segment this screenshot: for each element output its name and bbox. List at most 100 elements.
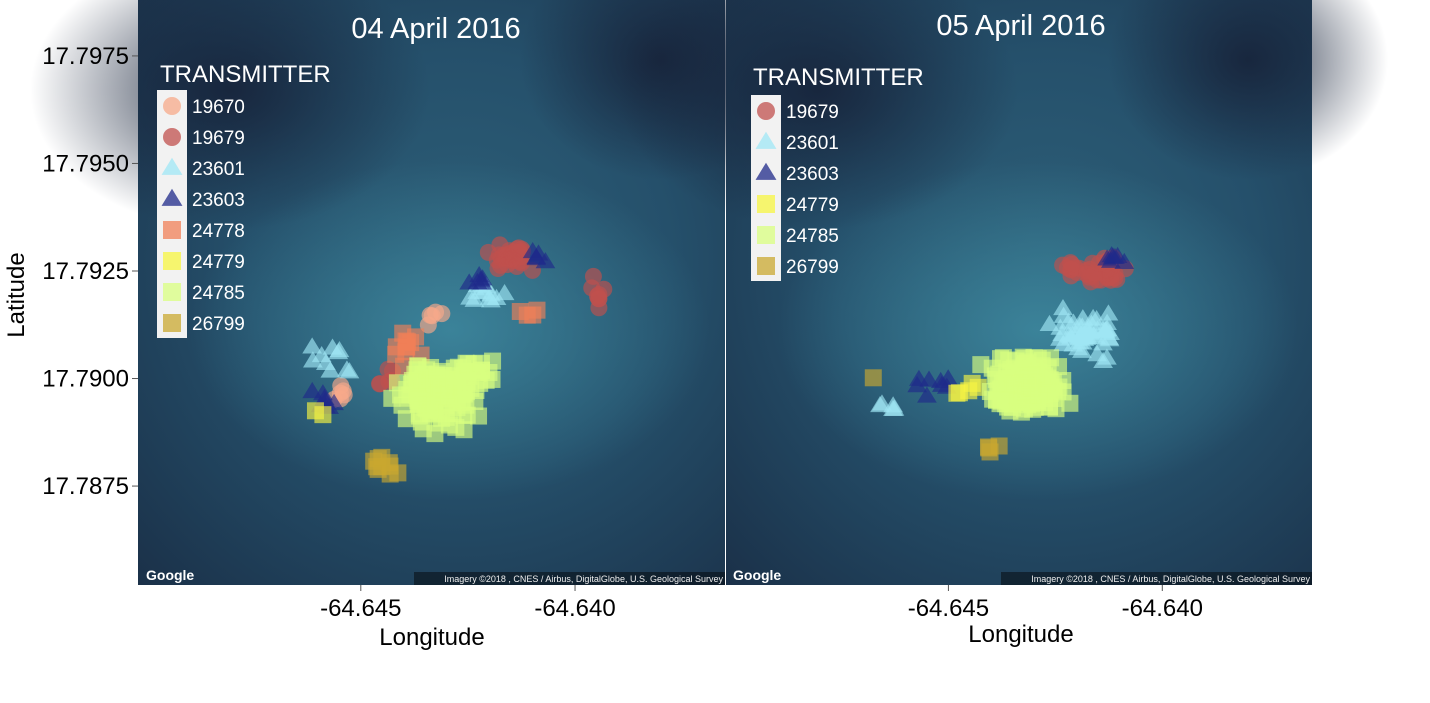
- panel-2-x-axis-label: Longitude: [968, 621, 1073, 648]
- panel-2-x-axis: -64.645 -64.640: [908, 585, 1203, 622]
- panel-2-legend-title: TRANSMITTER: [753, 64, 924, 91]
- point-23601: [1087, 320, 1108, 337]
- y-tick-label: 17.7975: [42, 43, 129, 70]
- point-24785: [1041, 398, 1059, 416]
- legend-key-24778: [163, 221, 181, 239]
- panel-1-credit: Imagery ©2018 , CNES / Airbus, DigitalGl…: [444, 574, 723, 584]
- legend-label-23603: 23603: [192, 190, 245, 211]
- panel-2-title: 05 April 2016: [936, 10, 1105, 42]
- panel-2-deep-area-2: [1108, 0, 1388, 180]
- y-tick-label: 17.7925: [42, 258, 129, 285]
- point-24778: [407, 328, 425, 346]
- y-tick-label: 17.7900: [42, 366, 129, 393]
- point-23601: [467, 282, 488, 299]
- panel-1-legend: TRANSMITTER 19670 19679 23601 23603 24778 247…: [157, 61, 331, 338]
- point-23601: [311, 346, 332, 363]
- point-23601: [337, 360, 357, 377]
- point-19679: [379, 360, 397, 378]
- legend-key-24785: [757, 226, 775, 244]
- point-23603: [467, 272, 488, 290]
- point-24785: [430, 414, 448, 432]
- x-tick-label: -64.640: [534, 595, 615, 622]
- point-23603: [917, 386, 937, 403]
- point-24785: [1024, 400, 1042, 418]
- point-23603: [1114, 252, 1135, 270]
- point-23601: [1097, 313, 1117, 330]
- point-23601: [322, 338, 343, 355]
- panel-2-deep-area: [618, 0, 1018, 230]
- point-23603: [907, 376, 928, 393]
- y-axis: 17.7975 17.7950 17.7925 17.7900 17.7875: [42, 43, 138, 500]
- legend-label-19670: 19670: [192, 97, 245, 118]
- panel-2-credit-background: [1001, 572, 1312, 585]
- point-23603: [535, 252, 556, 269]
- x-tick-label: -64.645: [320, 595, 401, 622]
- point-26799: [864, 369, 882, 387]
- panel-1-credit-background: [414, 572, 725, 585]
- point-24785: [457, 354, 475, 372]
- panel-2-reef-area: [778, 160, 1298, 500]
- legend-label-23601: 23601: [192, 159, 245, 180]
- panel-1-title: 04 April 2016: [351, 13, 520, 45]
- point-19679: [371, 375, 389, 393]
- point-23601: [1039, 314, 1060, 331]
- point-23601: [872, 394, 892, 411]
- point-23601: [1077, 328, 1098, 345]
- point-19679: [523, 261, 541, 279]
- point-23601: [1053, 306, 1074, 323]
- point-24785: [458, 406, 476, 424]
- legend-key-23603: [755, 162, 777, 180]
- panel-2-google-logo: Google: [733, 567, 781, 583]
- y-tick-label: 17.7875: [42, 473, 129, 500]
- legend-key-23603: [161, 188, 183, 206]
- legend-label-23601: 23601: [786, 133, 839, 154]
- point-23601: [481, 285, 501, 302]
- point-26799: [381, 465, 399, 483]
- legend-key-24785: [163, 283, 181, 301]
- point-24785: [972, 356, 990, 374]
- legend-label-24785: 24785: [786, 226, 839, 247]
- legend-label-26799: 26799: [786, 257, 839, 278]
- legend-key-24779: [757, 195, 775, 213]
- x-tick-label: -64.640: [1122, 595, 1203, 622]
- legend-key-19679: [757, 102, 775, 120]
- legend-label-24779: 24779: [786, 195, 839, 216]
- point-23601: [1087, 345, 1108, 362]
- legend-key-19670: [163, 97, 181, 115]
- panel-2-points: [864, 246, 1135, 461]
- point-24785: [1044, 373, 1062, 391]
- point-24778: [397, 343, 415, 361]
- point-23601: [1086, 309, 1107, 327]
- panel-2-legend: TRANSMITTER 19679 23601 23603 24779 24785 267…: [751, 64, 924, 281]
- point-23601: [1060, 326, 1081, 343]
- legend-label-24778: 24778: [192, 221, 245, 242]
- point-23601: [1063, 313, 1084, 330]
- legend-key-23601: [755, 131, 777, 149]
- point-23603: [1101, 246, 1122, 263]
- point-23603: [931, 375, 952, 392]
- point-19679: [590, 290, 608, 308]
- panel-1-points: [302, 236, 613, 483]
- point-23601: [320, 361, 341, 378]
- point-24785: [1023, 379, 1041, 397]
- point-24785: [984, 390, 1002, 408]
- point-19679: [1102, 271, 1120, 289]
- point-24785: [397, 410, 415, 428]
- point-24779: [950, 384, 968, 402]
- point-24778: [528, 301, 546, 319]
- point-24785: [408, 361, 426, 379]
- legend-key-26799: [757, 257, 775, 275]
- panel-1-google-logo: Google: [146, 567, 194, 583]
- point-23601: [1098, 304, 1119, 321]
- panel-1-x-axis: -64.645 -64.640: [320, 585, 616, 622]
- panel-2-legend-key-background: [751, 95, 781, 281]
- point-23601: [303, 351, 323, 368]
- point-24785: [484, 352, 502, 370]
- legend-label-19679: 19679: [192, 128, 245, 149]
- panel-1-deep-area: [30, 0, 430, 230]
- point-19679: [513, 248, 531, 266]
- point-24785: [995, 372, 1013, 390]
- point-24785: [424, 401, 442, 419]
- legend-label-24785: 24785: [192, 283, 245, 304]
